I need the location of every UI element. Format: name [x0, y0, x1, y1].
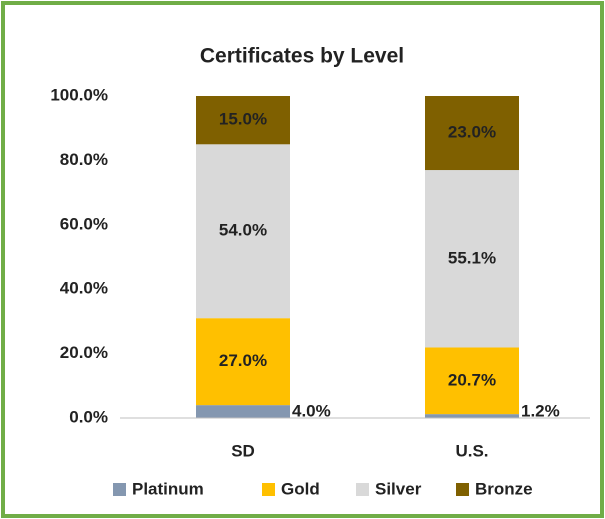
data-label: 1.2%: [521, 401, 560, 420]
x-tick-label: SD: [231, 441, 255, 460]
data-label: 54.0%: [219, 221, 267, 240]
y-tick-label: 80.0%: [60, 150, 108, 169]
bar-segment: [196, 144, 290, 319]
data-label: 15.0%: [219, 110, 267, 129]
x-tick-label: U.S.: [455, 441, 488, 460]
bar-segment: [425, 414, 519, 418]
y-tick-label: 40.0%: [60, 279, 108, 298]
bar-segment: [196, 96, 290, 145]
bar-segment: [425, 170, 519, 348]
chart-title: Certificates by Level: [200, 45, 404, 68]
data-label: 55.1%: [448, 248, 496, 267]
legend-label: Gold: [281, 479, 320, 498]
legend-swatch: [456, 483, 469, 496]
data-label: 27.0%: [219, 351, 267, 370]
legend-swatch: [356, 483, 369, 496]
legend-label: Platinum: [132, 479, 204, 498]
legend-label: Silver: [375, 479, 422, 498]
legend-swatch: [113, 483, 126, 496]
y-tick-label: 60.0%: [60, 214, 108, 233]
bar-segment: [196, 405, 290, 418]
y-tick-label: 100.0%: [50, 85, 108, 104]
data-label: 23.0%: [448, 123, 496, 142]
y-tick-label: 20.0%: [60, 343, 108, 362]
data-label: 20.7%: [448, 370, 496, 389]
legend-swatch: [262, 483, 275, 496]
legend-label: Bronze: [475, 479, 533, 498]
bar-segment: [196, 318, 290, 406]
bar-segment: [425, 96, 519, 171]
bar-segment: [425, 347, 519, 415]
y-tick-label: 0.0%: [69, 407, 108, 426]
data-label: 4.0%: [292, 401, 331, 420]
